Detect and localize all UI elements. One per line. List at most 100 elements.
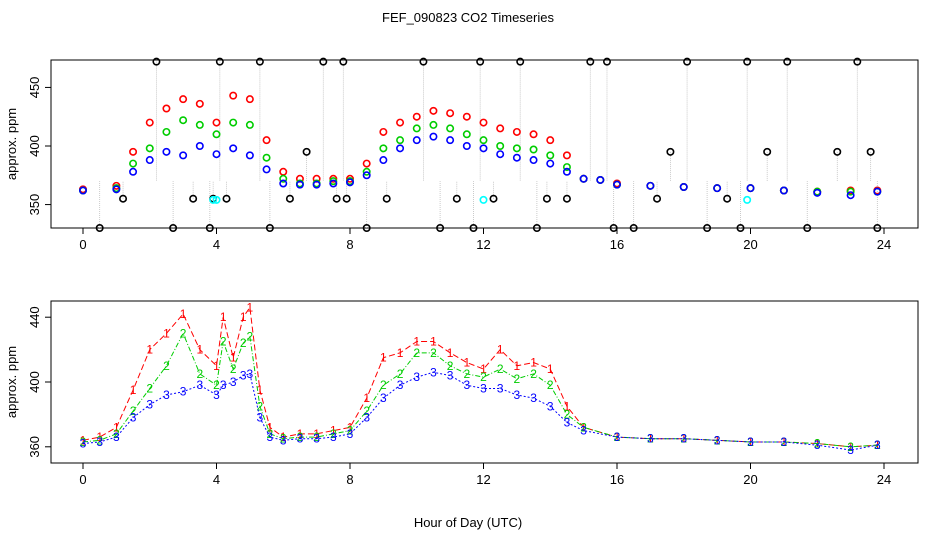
data-point-black — [119, 194, 128, 203]
data-point-green — [212, 130, 221, 139]
series-marker-green: 2 — [497, 362, 504, 376]
series-marker-red: 1 — [180, 307, 187, 321]
data-point-black — [362, 224, 371, 233]
series-marker-green: 2 — [213, 378, 220, 392]
data-point-green — [512, 144, 521, 153]
data-point-blue — [429, 132, 438, 141]
data-point-blue — [79, 186, 88, 195]
series-marker-red: 1 — [230, 351, 237, 365]
series-marker-red: 1 — [463, 356, 470, 370]
data-point-black — [205, 224, 214, 233]
data-point-blue — [479, 144, 488, 153]
series-marker-green: 2 — [480, 370, 487, 384]
data-point-black — [255, 57, 264, 66]
series-marker-red: 1 — [146, 343, 153, 357]
series-marker-green: 2 — [240, 336, 247, 350]
series-marker-blue: 3 — [647, 432, 654, 446]
series-marker-blue: 3 — [220, 378, 227, 392]
series-marker-red: 1 — [130, 383, 137, 397]
data-point-black — [783, 57, 792, 66]
series-marker-green: 2 — [447, 359, 454, 373]
data-point-green — [846, 187, 855, 196]
data-point-green — [179, 116, 188, 125]
series-marker-blue: 3 — [196, 378, 203, 392]
series-marker-red: 1 — [80, 433, 87, 447]
data-point-red — [496, 124, 505, 133]
data-point-blue — [496, 150, 505, 159]
data-point-red — [262, 136, 271, 145]
data-point-black — [319, 57, 328, 66]
data-point-blue — [262, 165, 271, 174]
y-tick-label: 350 — [27, 194, 42, 216]
data-point-red — [412, 112, 421, 121]
data-point-black — [653, 194, 662, 203]
series-marker-green: 2 — [80, 435, 87, 449]
series-marker-red: 1 — [497, 343, 504, 357]
data-point-green — [412, 124, 421, 133]
series-marker-green: 2 — [163, 359, 170, 373]
series-marker-red: 1 — [96, 430, 103, 444]
series-marker-blue: 3 — [80, 437, 87, 451]
series-marker-red: 1 — [330, 424, 337, 438]
series-marker-blue: 3 — [213, 388, 220, 402]
data-point-black — [853, 57, 862, 66]
series-marker-green: 2 — [280, 432, 287, 446]
data-point-black — [382, 194, 391, 203]
series-marker-red: 1 — [240, 310, 247, 324]
y-axis-label: approx. ppm — [4, 108, 19, 180]
y-tick-label: 360 — [27, 436, 42, 458]
x-tick-label: 4 — [213, 472, 220, 487]
series-marker-green: 2 — [781, 435, 788, 449]
data-point-blue — [245, 151, 254, 160]
data-point-blue — [162, 147, 171, 156]
series-marker-red: 1 — [547, 362, 554, 376]
series-marker-blue: 3 — [447, 369, 454, 383]
figure-title: FEF_090823 CO2 Timeseries — [382, 10, 554, 25]
data-point-blue — [746, 184, 755, 193]
data-point-black — [666, 147, 675, 156]
data-point-black — [489, 194, 498, 203]
data-point-green — [229, 118, 238, 127]
y-tick-label: 450 — [27, 77, 42, 99]
data-point-red — [145, 118, 154, 127]
data-point-blue — [846, 191, 855, 200]
series-marker-blue: 3 — [240, 369, 247, 383]
data-point-green — [162, 127, 171, 136]
data-point-black — [189, 194, 198, 203]
data-point-green — [496, 142, 505, 151]
data-point-cyan — [743, 195, 752, 204]
series-marker-red: 1 — [530, 356, 537, 370]
data-point-green — [479, 136, 488, 145]
series-marker-green: 2 — [267, 427, 274, 441]
x-tick-label: 24 — [877, 472, 891, 487]
y-tick-label: 400 — [27, 135, 42, 157]
data-point-black — [609, 224, 618, 233]
data-point-blue — [713, 184, 722, 193]
series-marker-green: 2 — [363, 404, 370, 418]
y-axis-label: approx. ppm — [4, 346, 19, 418]
data-point-black — [339, 57, 348, 66]
data-point-black — [833, 147, 842, 156]
data-point-black — [516, 57, 525, 66]
series-marker-blue: 3 — [267, 430, 274, 444]
series-marker-blue: 3 — [413, 370, 420, 384]
data-point-blue — [312, 180, 321, 189]
series-marker-green: 2 — [380, 378, 387, 392]
x-tick-label: 8 — [346, 472, 353, 487]
data-point-blue — [362, 171, 371, 180]
series-marker-green: 2 — [96, 433, 103, 447]
series-marker-green: 2 — [413, 346, 420, 360]
data-point-red — [279, 167, 288, 176]
data-point-red — [129, 147, 138, 156]
series-marker-green: 2 — [313, 430, 320, 444]
series-marker-blue: 3 — [313, 432, 320, 446]
series-marker-red: 1 — [580, 420, 587, 434]
series-marker-green: 2 — [247, 330, 254, 344]
x-tick-label: 20 — [743, 472, 757, 487]
series-marker-blue: 3 — [113, 430, 120, 444]
data-point-blue — [873, 187, 882, 196]
data-point-black — [763, 147, 772, 156]
series-marker-green: 2 — [130, 404, 137, 418]
data-point-blue — [345, 178, 354, 187]
